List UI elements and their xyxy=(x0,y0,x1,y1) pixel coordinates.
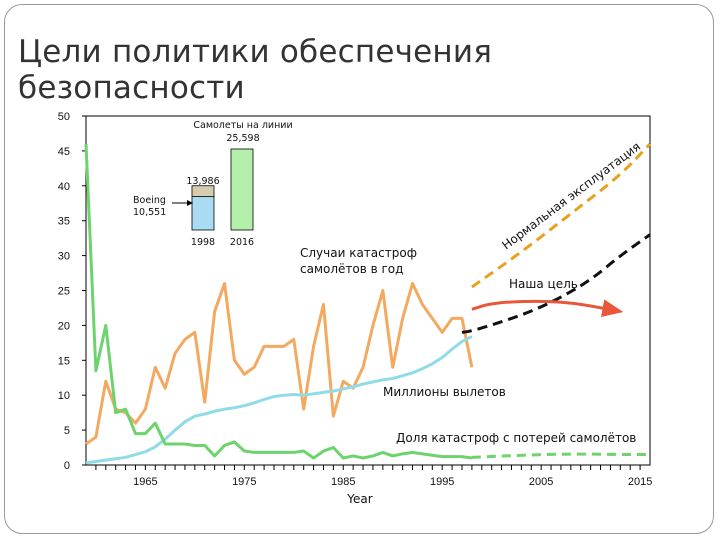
departures-label: Миллионы вылетов xyxy=(383,385,506,399)
series-line-our-goal-arrow xyxy=(471,299,624,318)
slide-frame xyxy=(4,4,714,534)
normal-operation-label: Нормальная эксплуатация xyxy=(499,139,643,252)
target-label: Наша цель xyxy=(509,277,578,291)
series-line-hull-loss-target xyxy=(471,452,650,459)
series-line-target xyxy=(461,233,651,334)
inset-bar-2016 xyxy=(230,148,254,231)
inset-bar-1998-other xyxy=(191,185,215,198)
series-line-accidents xyxy=(85,282,474,446)
inset-boeing-pointer-head xyxy=(187,200,193,206)
y-tick-label: 35 xyxy=(58,216,70,228)
inset-boeing-label-1: Boeing xyxy=(133,195,166,206)
x-tick-label: 2005 xyxy=(529,476,553,488)
x-tick-label: 1995 xyxy=(430,476,454,488)
inset-boeing-label-2: 10,551 xyxy=(133,207,166,218)
y-tick-label: 10 xyxy=(58,390,70,402)
y-tick-label: 15 xyxy=(58,355,70,367)
y-axis: 0 5 10 15 20 25 30 35 40 45 50 xyxy=(58,111,86,472)
x-tick-label: 1985 xyxy=(331,476,355,488)
y-tick-label: 5 xyxy=(64,425,70,437)
x-tick-label: 1965 xyxy=(133,476,157,488)
inset-category-2016: 2016 xyxy=(230,237,254,248)
series-line-departures xyxy=(85,335,473,465)
x-tick-label: 1975 xyxy=(232,476,256,488)
x-tick-label: 2015 xyxy=(628,476,652,488)
y-tick-label: 45 xyxy=(58,146,70,158)
inset-title-line-2: 25,598 xyxy=(226,133,259,144)
accidents-label-line-1: Случаи катастроф xyxy=(300,246,417,260)
x-axis-title: Year xyxy=(346,492,372,506)
series-layer xyxy=(84,142,652,465)
inset-chart: Самолеты на линии 25,598 13,986 1998 201… xyxy=(133,120,293,248)
hull-loss-label: Доля катастроф с потерей самолётов xyxy=(396,431,636,445)
accidents-label-line-2: самолётов в год xyxy=(300,262,403,276)
inset-category-1998: 1998 xyxy=(191,237,215,248)
y-tick-label: 40 xyxy=(58,181,70,193)
series-line-hull-loss xyxy=(84,143,473,460)
slide-title: Цели политики обеспечения безопасности xyxy=(18,34,493,106)
inset-bar-1998-boeing xyxy=(191,196,215,231)
y-tick-label: 0 xyxy=(64,460,70,472)
y-tick-label: 50 xyxy=(58,111,70,123)
inset-title-line-1: Самолеты на линии xyxy=(193,120,292,131)
y-tick-label: 20 xyxy=(58,320,70,332)
x-axis: 1965 1975 1985 1995 2005 2015 xyxy=(95,465,652,488)
y-tick-label: 30 xyxy=(58,251,70,263)
y-tick-label: 25 xyxy=(58,286,70,298)
inset-value-label-1998: 13,986 xyxy=(186,176,219,187)
series-line-normal xyxy=(471,142,652,289)
